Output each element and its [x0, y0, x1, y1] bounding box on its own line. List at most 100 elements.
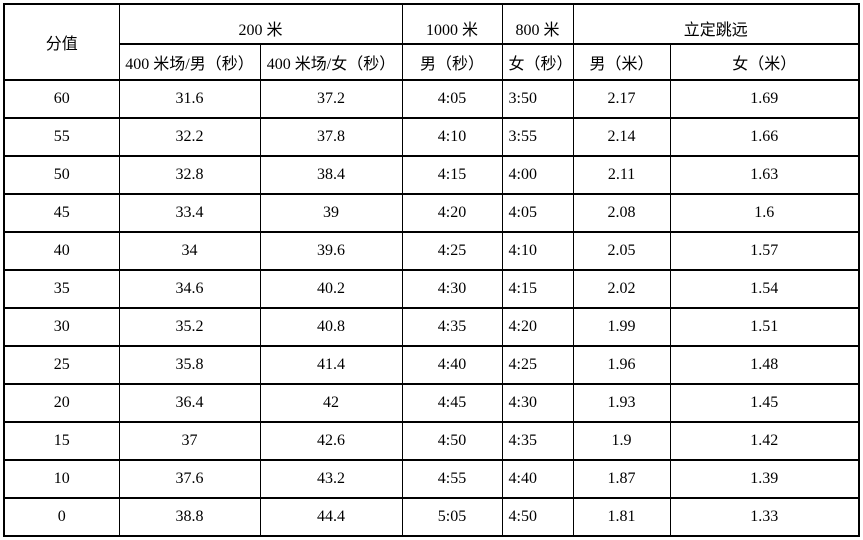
value-cell: 1.66 — [669, 117, 860, 157]
value-cell: 4:30 — [501, 383, 574, 423]
table-row: 55 32.2 37.8 4:10 3:55 2.14 1.66 — [3, 117, 860, 157]
value-cell: 4:50 — [401, 421, 503, 461]
value-cell: 38.4 — [259, 155, 403, 195]
value-cell: 4:50 — [501, 497, 574, 537]
value-cell: 4:05 — [401, 79, 503, 119]
value-cell: 1.57 — [669, 231, 860, 271]
value-cell: 4:35 — [401, 307, 503, 347]
value-cell: 1.69 — [669, 79, 860, 119]
subheader-cell-jump-male: 男（米） — [572, 43, 671, 81]
value-cell: 32.2 — [118, 117, 261, 157]
value-cell: 5:05 — [401, 497, 503, 537]
value-cell: 44.4 — [259, 497, 403, 537]
table-row: 60 31.6 37.2 4:05 3:50 2.17 1.69 — [3, 79, 860, 119]
score-table: 分值 200 米 1000 米 800 米 立定跳远 400 米场/男（秒） 4… — [3, 3, 861, 537]
score-cell: 55 — [3, 117, 120, 157]
value-cell: 1.54 — [669, 269, 860, 309]
value-cell: 1.96 — [572, 345, 671, 385]
value-cell: 1.9 — [572, 421, 671, 461]
header-cell-1000m: 1000 米 — [401, 3, 503, 45]
table-row: 50 32.8 38.4 4:15 4:00 2.11 1.63 — [3, 155, 860, 195]
value-cell: 37.6 — [118, 459, 261, 499]
header-sub-row: 400 米场/男（秒） 400 米场/女（秒） 男（秒） 女（秒） 男（米） 女… — [4, 43, 860, 81]
value-cell: 1.63 — [669, 155, 860, 195]
value-cell: 4:15 — [401, 155, 503, 195]
table-body: 60 31.6 37.2 4:05 3:50 2.17 1.69 55 32.2 37.8 4:10… — [3, 79, 860, 537]
value-cell: 35.2 — [118, 307, 261, 347]
value-cell: 3:55 — [501, 117, 574, 157]
value-cell: 34 — [118, 231, 261, 271]
value-cell: 1.81 — [572, 497, 671, 537]
table-row: 30 35.2 40.8 4:35 4:20 1.99 1.51 — [3, 307, 860, 347]
table-row: 25 35.8 41.4 4:40 4:25 1.96 1.48 — [3, 345, 860, 385]
value-cell: 32.8 — [118, 155, 261, 195]
header-cell-score: 分值 — [3, 3, 120, 81]
subheader-cell-400m-track-male: 400 米场/男（秒） — [118, 43, 261, 81]
score-cell: 0 — [3, 497, 120, 537]
value-cell: 36.4 — [118, 383, 261, 423]
value-cell: 4:00 — [501, 155, 574, 195]
score-cell: 45 — [3, 193, 120, 233]
value-cell: 42.6 — [259, 421, 403, 461]
value-cell: 4:10 — [501, 231, 574, 271]
value-cell: 4:30 — [401, 269, 503, 309]
value-cell: 1.33 — [669, 497, 860, 537]
score-cell: 35 — [3, 269, 120, 309]
value-cell: 40.2 — [259, 269, 403, 309]
value-cell: 37.2 — [259, 79, 403, 119]
value-cell: 1.39 — [669, 459, 860, 499]
table-row: 40 34 39.6 4:25 4:10 2.05 1.57 — [3, 231, 860, 271]
value-cell: 1.99 — [572, 307, 671, 347]
value-cell: 2.02 — [572, 269, 671, 309]
score-cell: 25 — [3, 345, 120, 385]
value-cell: 35.8 — [118, 345, 261, 385]
value-cell: 1.42 — [669, 421, 860, 461]
header-cell-standing-long-jump: 立定跳远 — [572, 3, 860, 45]
value-cell: 40.8 — [259, 307, 403, 347]
table-row: 20 36.4 42 4:45 4:30 1.93 1.45 — [3, 383, 860, 423]
value-cell: 4:45 — [401, 383, 503, 423]
score-cell: 20 — [3, 383, 120, 423]
value-cell: 39.6 — [259, 231, 403, 271]
value-cell: 4:40 — [501, 459, 574, 499]
value-cell: 2.14 — [572, 117, 671, 157]
score-cell: 50 — [3, 155, 120, 195]
value-cell: 39 — [259, 193, 403, 233]
value-cell: 4:55 — [401, 459, 503, 499]
value-cell: 37 — [118, 421, 261, 461]
value-cell: 33.4 — [118, 193, 261, 233]
value-cell: 4:05 — [501, 193, 574, 233]
value-cell: 31.6 — [118, 79, 261, 119]
score-cell: 30 — [3, 307, 120, 347]
value-cell: 2.08 — [572, 193, 671, 233]
header-cell-800m: 800 米 — [501, 3, 574, 45]
value-cell: 41.4 — [259, 345, 403, 385]
value-cell: 1.45 — [669, 383, 860, 423]
header-cell-200m: 200 米 — [118, 3, 403, 45]
table-row: 35 34.6 40.2 4:30 4:15 2.02 1.54 — [3, 269, 860, 309]
value-cell: 4:20 — [401, 193, 503, 233]
score-cell: 10 — [3, 459, 120, 499]
header-group-row: 分值 200 米 1000 米 800 米 立定跳远 — [3, 3, 860, 81]
value-cell: 38.8 — [118, 497, 261, 537]
value-cell: 34.6 — [118, 269, 261, 309]
value-cell: 1.6 — [669, 193, 860, 233]
value-cell: 43.2 — [259, 459, 403, 499]
subheader-cell-400m-track-female: 400 米场/女（秒） — [259, 43, 403, 81]
subheader-cell-jump-female: 女（米） — [669, 43, 860, 81]
value-cell: 2.05 — [572, 231, 671, 271]
table-row: 10 37.6 43.2 4:55 4:40 1.87 1.39 — [3, 459, 860, 499]
value-cell: 37.8 — [259, 117, 403, 157]
value-cell: 4:40 — [401, 345, 503, 385]
subheader-cell-800m-female: 女（秒） — [501, 43, 574, 81]
value-cell: 2.11 — [572, 155, 671, 195]
value-cell: 4:25 — [501, 345, 574, 385]
table-row: 0 38.8 44.4 5:05 4:50 1.81 1.33 — [3, 497, 860, 537]
score-cell: 40 — [3, 231, 120, 271]
table-row: 15 37 42.6 4:50 4:35 1.9 1.42 — [3, 421, 860, 461]
value-cell: 2.17 — [572, 79, 671, 119]
value-cell: 1.93 — [572, 383, 671, 423]
value-cell: 4:35 — [501, 421, 574, 461]
value-cell: 1.48 — [669, 345, 860, 385]
